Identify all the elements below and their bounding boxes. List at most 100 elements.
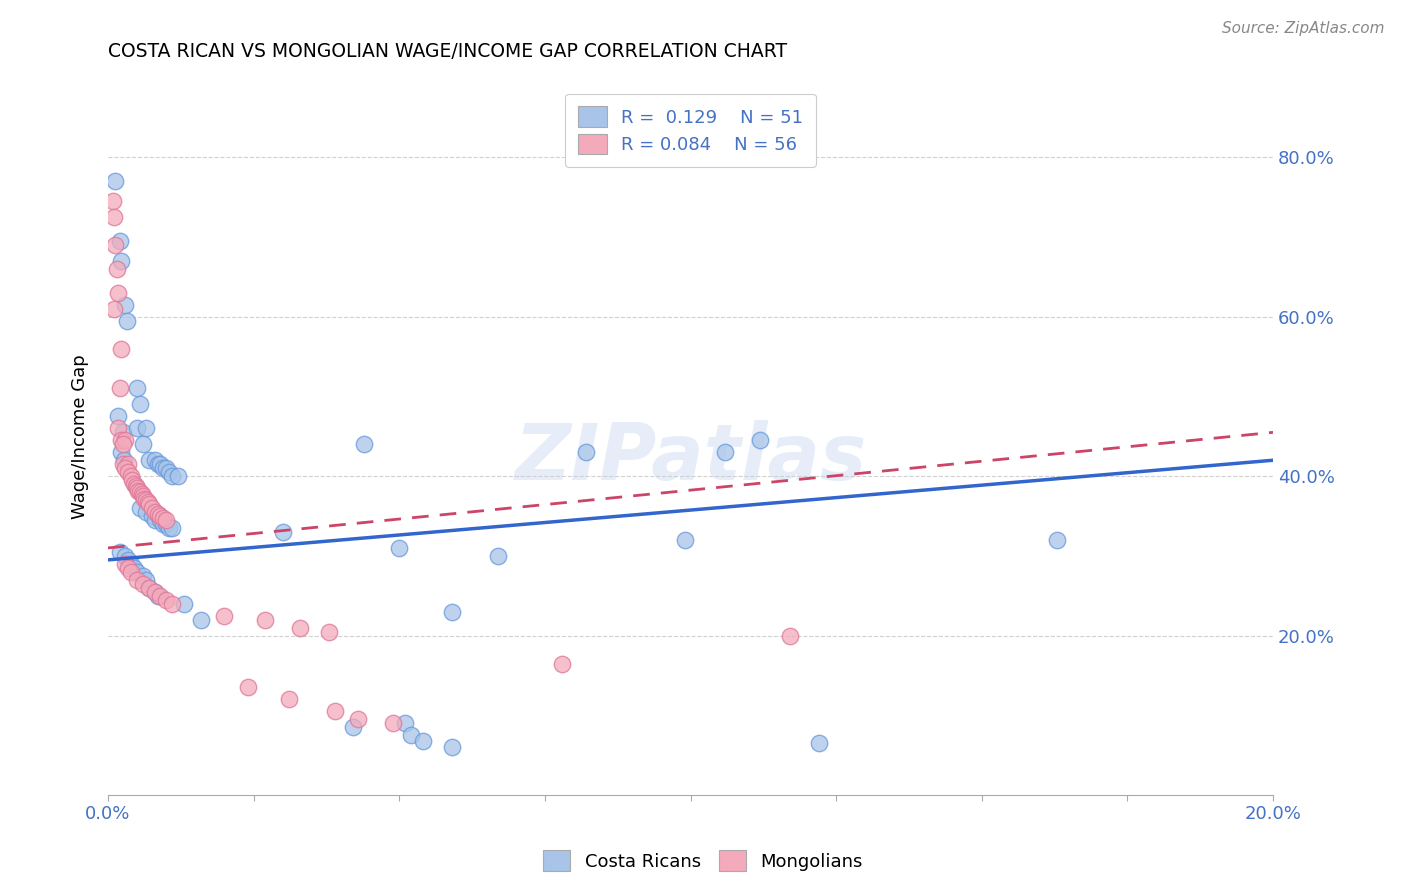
Point bbox=[107, 285, 129, 300]
Point bbox=[138, 497, 160, 511]
Point bbox=[382, 716, 405, 731]
Point bbox=[388, 541, 411, 555]
Point bbox=[108, 234, 131, 248]
Text: ZIPatlas: ZIPatlas bbox=[515, 420, 866, 496]
Point bbox=[353, 437, 375, 451]
Point bbox=[141, 501, 163, 516]
Point bbox=[120, 565, 142, 579]
Point bbox=[135, 505, 157, 519]
Point bbox=[103, 301, 125, 316]
Point bbox=[412, 734, 434, 748]
Point bbox=[160, 521, 183, 535]
Point bbox=[157, 465, 180, 479]
Point bbox=[138, 581, 160, 595]
Legend: Costa Ricans, Mongolians: Costa Ricans, Mongolians bbox=[536, 843, 870, 879]
Point bbox=[1046, 533, 1069, 547]
Point bbox=[127, 382, 149, 396]
Point bbox=[108, 382, 131, 396]
Point bbox=[135, 493, 157, 508]
Point bbox=[127, 483, 149, 498]
Point bbox=[104, 174, 127, 188]
Point bbox=[135, 573, 157, 587]
Point bbox=[290, 621, 312, 635]
Point bbox=[107, 421, 129, 435]
Point bbox=[779, 629, 801, 643]
Point bbox=[152, 516, 174, 531]
Point bbox=[115, 314, 138, 328]
Point bbox=[104, 238, 127, 252]
Point bbox=[110, 254, 132, 268]
Point bbox=[155, 461, 177, 475]
Point bbox=[114, 434, 136, 448]
Point bbox=[127, 565, 149, 579]
Point bbox=[254, 613, 277, 627]
Point bbox=[138, 453, 160, 467]
Point bbox=[132, 437, 155, 451]
Point bbox=[111, 457, 134, 471]
Point bbox=[157, 521, 180, 535]
Point bbox=[117, 465, 139, 479]
Point bbox=[141, 509, 163, 524]
Point bbox=[160, 469, 183, 483]
Point bbox=[749, 434, 772, 448]
Point bbox=[714, 445, 737, 459]
Point bbox=[129, 485, 152, 500]
Point bbox=[486, 549, 509, 563]
Point bbox=[125, 479, 148, 493]
Point bbox=[146, 589, 169, 603]
Point bbox=[143, 453, 166, 467]
Point bbox=[114, 557, 136, 571]
Point bbox=[143, 584, 166, 599]
Point bbox=[103, 210, 125, 224]
Text: COSTA RICAN VS MONGOLIAN WAGE/INCOME GAP CORRELATION CHART: COSTA RICAN VS MONGOLIAN WAGE/INCOME GAP… bbox=[108, 42, 787, 61]
Point bbox=[122, 561, 145, 575]
Point bbox=[236, 681, 259, 695]
Point bbox=[120, 557, 142, 571]
Point bbox=[155, 592, 177, 607]
Point bbox=[167, 469, 190, 483]
Point bbox=[129, 397, 152, 411]
Point bbox=[440, 740, 463, 755]
Point bbox=[127, 573, 149, 587]
Point bbox=[143, 584, 166, 599]
Point bbox=[173, 597, 195, 611]
Point bbox=[111, 425, 134, 440]
Point bbox=[575, 445, 598, 459]
Point bbox=[122, 477, 145, 491]
Point bbox=[107, 409, 129, 424]
Point bbox=[121, 473, 143, 487]
Point bbox=[110, 434, 132, 448]
Legend: R =  0.129    N = 51, R = 0.084    N = 56: R = 0.129 N = 51, R = 0.084 N = 56 bbox=[565, 94, 815, 167]
Point bbox=[160, 597, 183, 611]
Point bbox=[214, 608, 236, 623]
Point bbox=[108, 545, 131, 559]
Point bbox=[342, 720, 364, 734]
Point bbox=[114, 461, 136, 475]
Point bbox=[155, 516, 177, 531]
Point bbox=[110, 445, 132, 459]
Point bbox=[132, 569, 155, 583]
Point bbox=[111, 437, 134, 451]
Point bbox=[117, 457, 139, 471]
Point bbox=[152, 461, 174, 475]
Point bbox=[138, 581, 160, 595]
Point bbox=[110, 342, 132, 356]
Point bbox=[146, 508, 169, 522]
Point bbox=[101, 194, 124, 209]
Point bbox=[114, 298, 136, 312]
Point bbox=[440, 605, 463, 619]
Y-axis label: Wage/Income Gap: Wage/Income Gap bbox=[72, 354, 89, 519]
Point bbox=[127, 421, 149, 435]
Point bbox=[117, 553, 139, 567]
Point bbox=[146, 457, 169, 471]
Point bbox=[347, 712, 370, 726]
Point bbox=[129, 501, 152, 516]
Point bbox=[149, 513, 172, 527]
Point bbox=[155, 513, 177, 527]
Text: Source: ZipAtlas.com: Source: ZipAtlas.com bbox=[1222, 21, 1385, 36]
Point bbox=[135, 421, 157, 435]
Point bbox=[271, 524, 294, 539]
Point bbox=[318, 624, 340, 639]
Point bbox=[149, 509, 172, 524]
Point bbox=[673, 533, 696, 547]
